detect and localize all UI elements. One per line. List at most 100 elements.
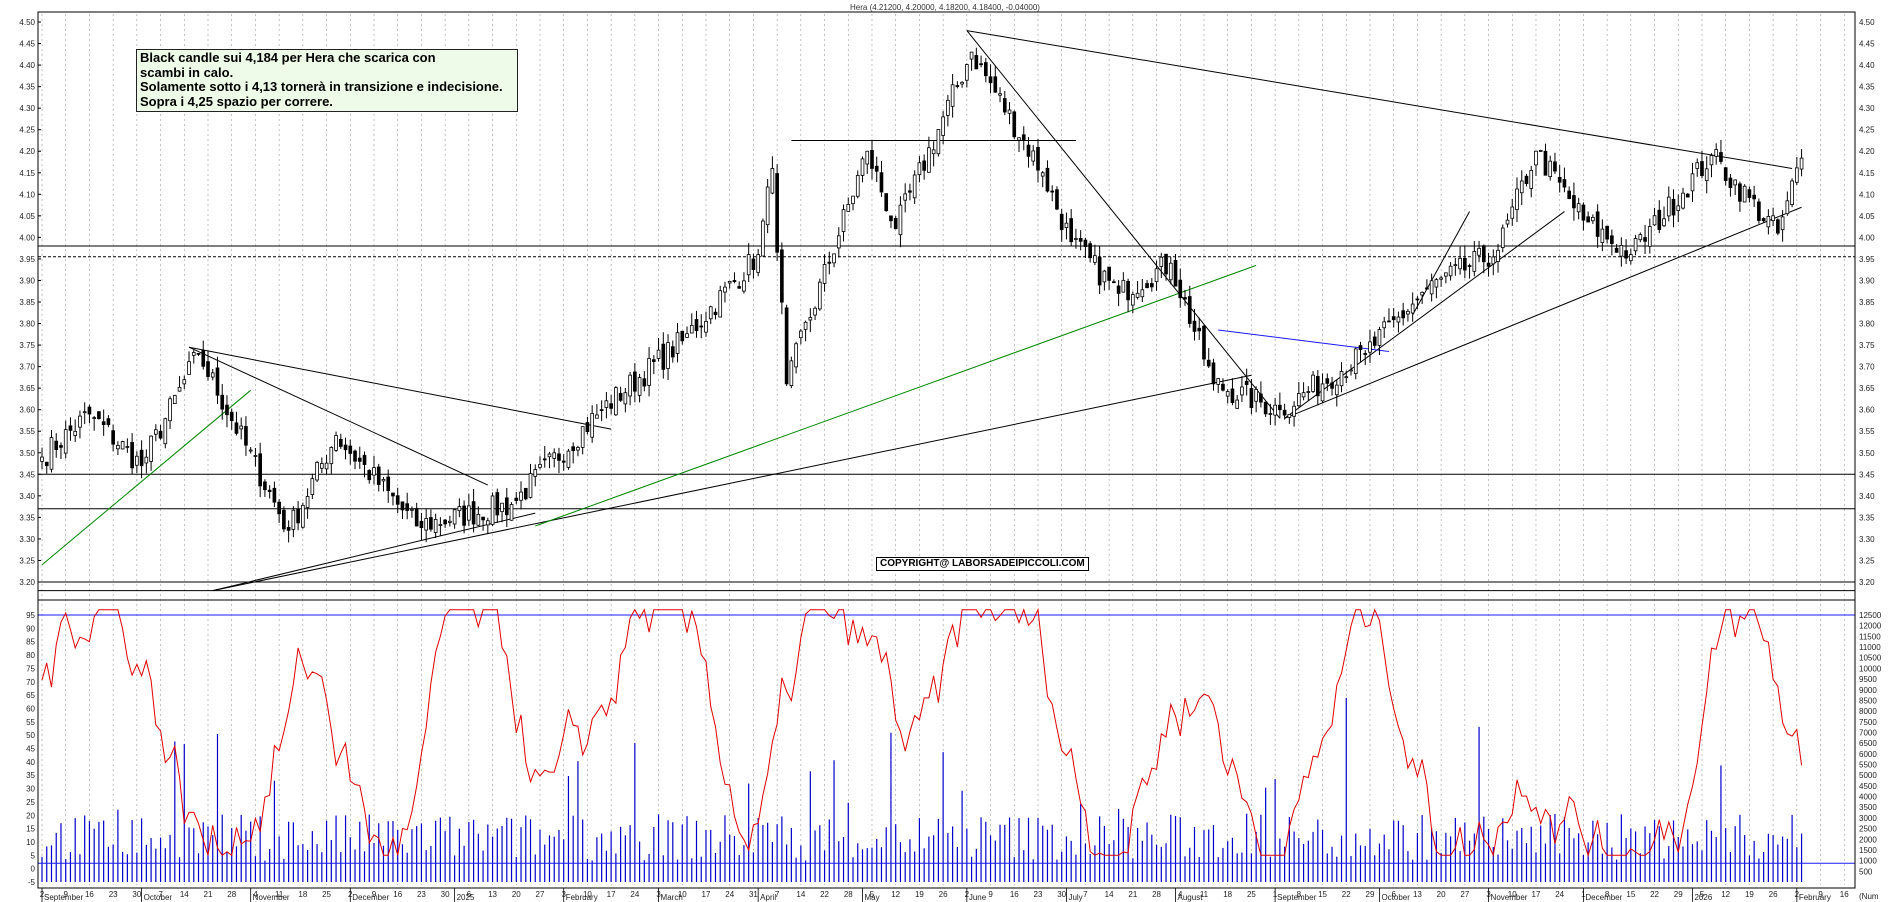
candle-body bbox=[1249, 388, 1254, 408]
candle-body bbox=[1719, 152, 1723, 162]
price-candle bbox=[1709, 153, 1714, 178]
volume-tick-label: 12500 bbox=[1859, 611, 1882, 620]
price-tick-label: 4.35 bbox=[19, 83, 35, 92]
candle-body bbox=[438, 524, 443, 526]
resistance-trendline bbox=[188, 346, 489, 486]
candle-body bbox=[718, 290, 723, 318]
price-candle bbox=[1401, 302, 1406, 326]
price-tick-label: 3.35 bbox=[19, 513, 35, 522]
candle-body bbox=[960, 81, 964, 85]
candle-body bbox=[614, 387, 618, 416]
price-candle bbox=[310, 473, 315, 500]
day-tick-label: 30 bbox=[1057, 890, 1066, 899]
candle-body bbox=[1425, 287, 1429, 290]
candle-body bbox=[1685, 193, 1690, 198]
day-tick-label: 10 bbox=[1508, 890, 1517, 899]
price-candle bbox=[92, 415, 96, 431]
candle-body bbox=[400, 501, 405, 511]
day-tick-label: 25 bbox=[322, 890, 331, 899]
price-candle bbox=[59, 442, 63, 460]
price-tick-label: 3.20 bbox=[19, 578, 35, 587]
month-label: September bbox=[1277, 893, 1316, 902]
candle-body bbox=[547, 453, 552, 458]
price-candle bbox=[476, 506, 481, 526]
price-candle bbox=[1534, 150, 1538, 177]
candle-body bbox=[1036, 146, 1040, 171]
candle-body bbox=[1638, 234, 1643, 241]
candle-body bbox=[675, 332, 680, 354]
price-candle bbox=[500, 502, 504, 523]
candle-body bbox=[552, 452, 557, 459]
price-candle bbox=[637, 373, 642, 403]
oscillator-tick-label: 35 bbox=[26, 771, 35, 780]
price-candle bbox=[1045, 160, 1050, 193]
price-candle bbox=[1121, 272, 1126, 293]
price-candle bbox=[301, 502, 305, 529]
candle-body bbox=[713, 311, 718, 316]
volume-tick-label: 9000 bbox=[1859, 686, 1877, 695]
candle-body bbox=[751, 258, 756, 270]
price-candle bbox=[865, 150, 870, 174]
price-candle bbox=[846, 197, 851, 212]
support-trendline bbox=[212, 512, 536, 592]
volume-bars bbox=[41, 697, 1803, 882]
candle-body bbox=[846, 204, 851, 212]
price-candle bbox=[1690, 162, 1695, 203]
candle-body bbox=[343, 444, 348, 451]
price-candle bbox=[1704, 156, 1709, 194]
price-candle bbox=[784, 304, 789, 386]
candle-body bbox=[1557, 177, 1562, 183]
price-tick-label: 3.60 bbox=[19, 406, 35, 415]
price-candle bbox=[1363, 350, 1368, 366]
candle-body bbox=[557, 453, 561, 461]
price-candle bbox=[1505, 213, 1510, 228]
candle-body bbox=[130, 442, 134, 469]
price-candle bbox=[689, 313, 694, 334]
oscillator-tick-label: 60 bbox=[26, 704, 35, 713]
price-candle bbox=[1330, 376, 1334, 396]
price-candle bbox=[514, 492, 519, 505]
candle-body bbox=[927, 147, 931, 173]
price-candle bbox=[291, 506, 296, 538]
price-candle bbox=[443, 518, 447, 528]
price-candle bbox=[604, 391, 609, 419]
price-candle bbox=[1638, 232, 1643, 243]
price-candle bbox=[889, 215, 893, 229]
price-candle bbox=[1742, 184, 1747, 203]
day-tick-label: 28 bbox=[844, 890, 853, 899]
price-candle bbox=[163, 417, 168, 449]
price-tick-label: 3.60 bbox=[1859, 406, 1875, 415]
price-candle bbox=[1372, 331, 1377, 349]
volume-tick-label: 1000 bbox=[1859, 857, 1877, 866]
candle-body bbox=[946, 99, 950, 116]
price-candle bbox=[1107, 266, 1111, 290]
price-candle bbox=[922, 154, 926, 180]
candle-body bbox=[1776, 219, 1780, 234]
price-candle bbox=[1230, 378, 1235, 406]
price-candle bbox=[1591, 214, 1595, 225]
candle-body bbox=[1273, 404, 1277, 416]
resistance-trendline bbox=[966, 30, 1793, 169]
candle-body bbox=[1078, 237, 1083, 242]
candle-body bbox=[1771, 215, 1775, 222]
price-candle bbox=[362, 451, 367, 478]
price-candle bbox=[1586, 211, 1590, 223]
price-candle bbox=[917, 156, 922, 183]
price-candle bbox=[44, 461, 49, 474]
day-tick-label: 26 bbox=[939, 890, 948, 899]
candle-body bbox=[1439, 277, 1443, 280]
price-candle bbox=[1211, 358, 1216, 391]
candle-body bbox=[1738, 183, 1742, 202]
candle-body bbox=[1069, 218, 1074, 243]
price-candle bbox=[229, 408, 234, 430]
price-candle bbox=[168, 396, 172, 429]
price-candle bbox=[1567, 186, 1571, 200]
volume-tick-label: 11500 bbox=[1859, 632, 1881, 641]
price-candle bbox=[509, 502, 514, 521]
price-candle bbox=[1472, 241, 1477, 277]
price-candle bbox=[391, 492, 395, 506]
resistance-trendline bbox=[966, 30, 1281, 419]
oscillator-tick-label: 30 bbox=[26, 785, 35, 794]
price-candle bbox=[1387, 308, 1391, 323]
price-candle bbox=[946, 95, 950, 127]
